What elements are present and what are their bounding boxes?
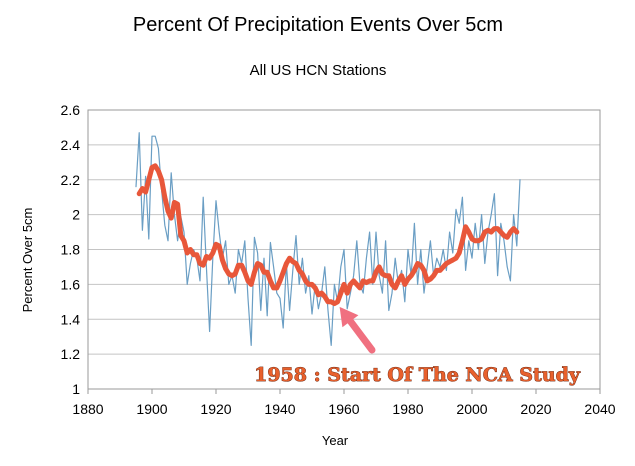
y-tick-labels: 1 1.2 1.4 1.6 1.8 2 2.2 2.4 2.6: [61, 102, 81, 397]
y-tick-label: 1.2: [61, 346, 81, 362]
x-tick-label: 2040: [584, 401, 615, 417]
x-tick-label: 1960: [328, 401, 359, 417]
plot-border: [87, 109, 601, 390]
annotation-arrow-head: [339, 306, 359, 328]
chart-title: Percent Of Precipitation Events Over 5cm: [133, 14, 503, 36]
y-tick-label: 2: [72, 207, 80, 223]
annotation-text: 1958 : Start Of The NCA Study: [254, 364, 581, 386]
x-tick-label: 1940: [264, 401, 295, 417]
x-tick-label: 2000: [456, 401, 487, 417]
chart-subtitle: All US HCN Stations: [250, 62, 387, 79]
y-tick-label: 1.8: [61, 242, 81, 258]
x-tick-label: 1920: [200, 401, 231, 417]
series-group: [135, 132, 521, 346]
x-tick-labels: 1880 1900 1920 1940 1960 1980 2000 2020 2040: [72, 401, 615, 417]
annotation-arrow-shaft: [346, 317, 376, 354]
y-tick-label: 1.4: [61, 311, 81, 327]
y-tick-label: 2.4: [61, 137, 81, 153]
x-tick-label: 1880: [72, 401, 103, 417]
annotation-group: 1958 : Start Of The NCA Study: [254, 306, 581, 386]
y-tick-label: 1.6: [61, 276, 81, 292]
x-tick-label: 1980: [392, 401, 423, 417]
x-axis-label: Year: [322, 433, 349, 448]
y-tick-label: 2.2: [61, 172, 81, 188]
series-line-smoothed: [136, 163, 520, 307]
series-line-annual: [135, 132, 521, 346]
x-tick-label: 1900: [136, 401, 167, 417]
x-tick-label: 2020: [520, 401, 551, 417]
y-tick-label: 1: [72, 381, 80, 397]
y-tick-label: 2.6: [61, 102, 81, 118]
y-axis-label: Percent Over 5cm: [20, 208, 35, 313]
